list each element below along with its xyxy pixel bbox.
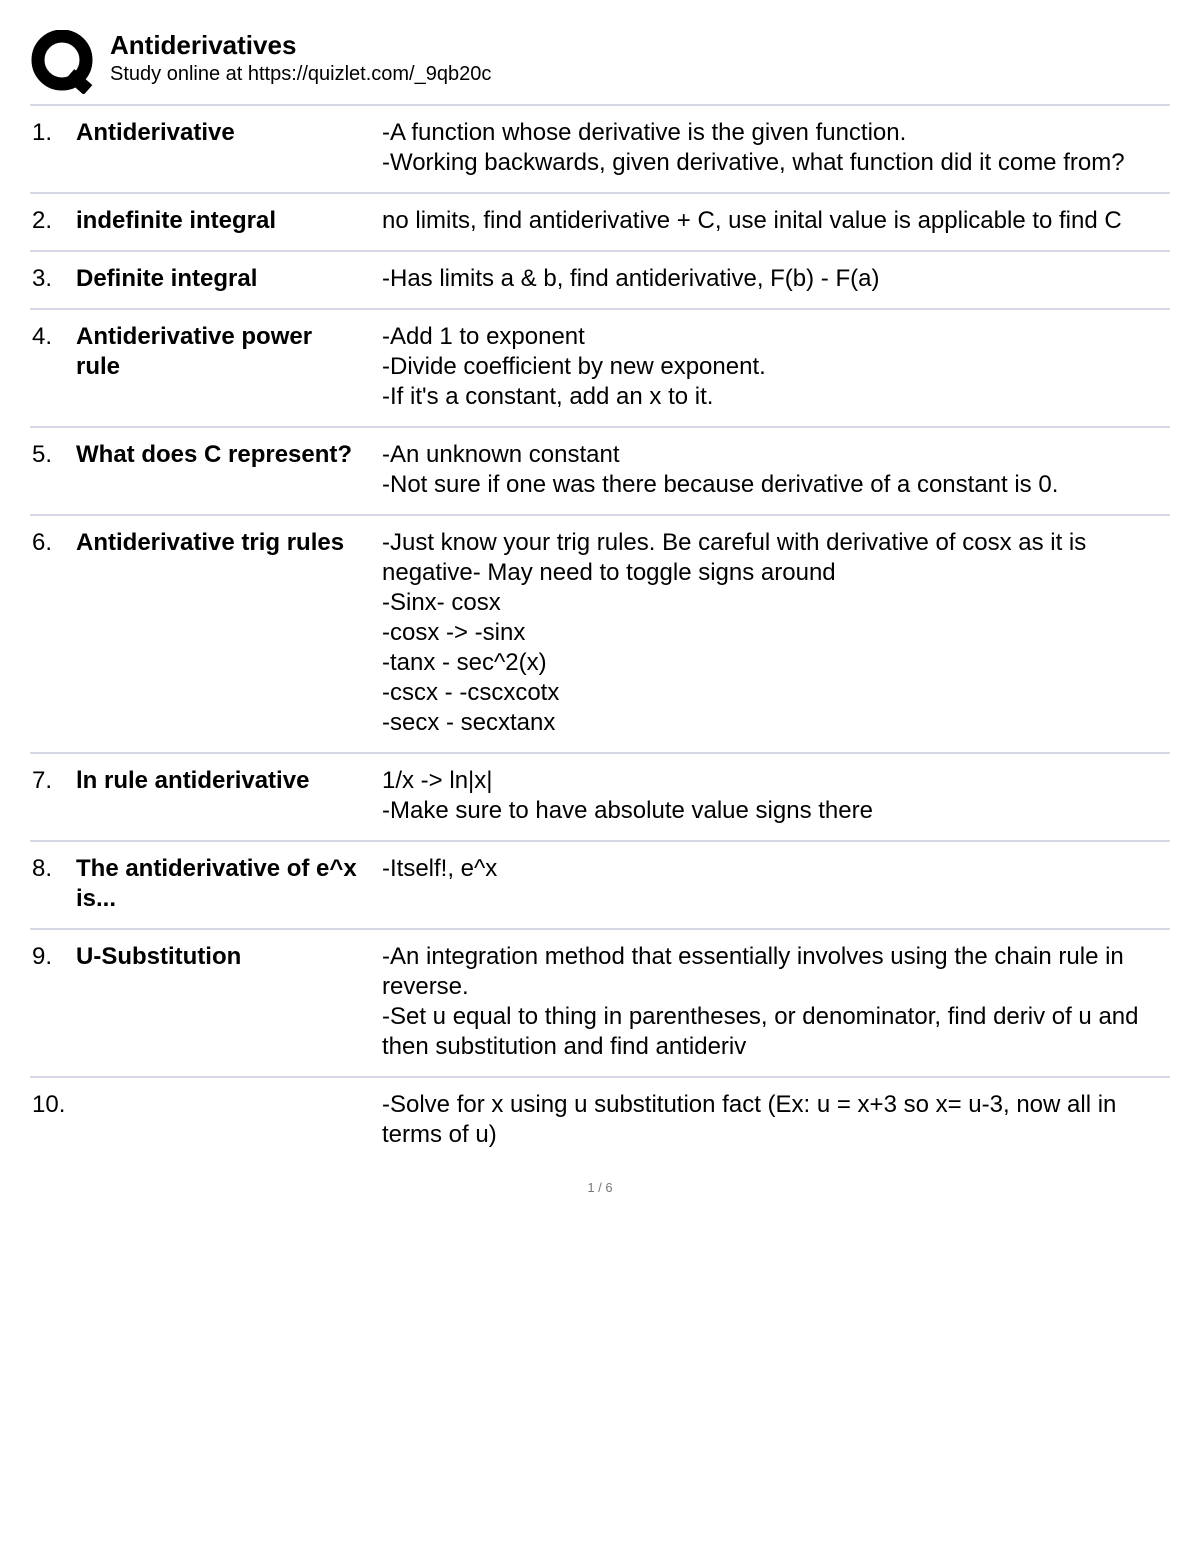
row-term: U-Substitution (76, 942, 382, 1062)
table-row: 2.indefinite integralno limits, find ant… (30, 192, 1170, 250)
table-row: 8.The antiderivative of e^x is...-Itself… (30, 840, 1170, 928)
row-term: Antiderivative trig rules (76, 528, 382, 738)
row-definition: -A function whose derivative is the give… (382, 118, 1170, 178)
row-definition: -Itself!, e^x (382, 854, 1170, 914)
header: Antiderivatives Study online at https://… (30, 30, 1170, 94)
row-term: What does C repre­sent? (76, 440, 382, 500)
row-number: 7. (30, 766, 76, 826)
row-term: Antiderivative (76, 118, 382, 178)
row-number: 10. (30, 1090, 76, 1150)
table-row: 1.Antiderivative-A function whose deriva… (30, 104, 1170, 192)
table-row: 9.U-Substitution-An integration method t… (30, 928, 1170, 1076)
row-number: 4. (30, 322, 76, 412)
table-row: 4.Antiderivative power rule-Add 1 to exp… (30, 308, 1170, 426)
row-definition: -Add 1 to exponent -Divide coefficient b… (382, 322, 1170, 412)
row-definition: -Has limits a & b, find antiderivative, … (382, 264, 1170, 294)
table-row: 3.Definite integral-Has limits a & b, fi… (30, 250, 1170, 308)
row-definition: -Solve for x using u substitution fact (… (382, 1090, 1170, 1150)
row-definition: -An unknown constant -Not sure if one wa… (382, 440, 1170, 500)
table-row: 5.What does C repre­sent?-An unknown con… (30, 426, 1170, 514)
table-row: 10. -Solve for x using u substitution fac… (30, 1076, 1170, 1164)
row-definition: -Just know your trig rules. Be careful w… (382, 528, 1170, 738)
row-term (76, 1090, 382, 1150)
row-term: Definite integral (76, 264, 382, 294)
row-number: 8. (30, 854, 76, 914)
row-term: indefinite integral (76, 206, 382, 236)
row-term: The antiderivative of e^x is... (76, 854, 382, 914)
header-text: Antiderivatives Study online at https://… (110, 30, 491, 86)
table-row: 7.ln rule antiderivative1/x -> ln|x| -Ma… (30, 752, 1170, 840)
row-term: Antiderivative power rule (76, 322, 382, 412)
page-number: 1 / 6 (30, 1180, 1170, 1195)
quizlet-logo-icon (30, 30, 94, 94)
page-subtitle: Study online at https://quizlet.com/_9qb… (110, 63, 491, 86)
row-number: 9. (30, 942, 76, 1062)
row-definition: -An integration method that essentially … (382, 942, 1170, 1062)
row-number: 1. (30, 118, 76, 178)
row-definition: 1/x -> ln|x| -Make sure to have absolute… (382, 766, 1170, 826)
study-terms-list: 1.Antiderivative-A function whose deriva… (30, 104, 1170, 1164)
row-term: ln rule antiderivative (76, 766, 382, 826)
table-row: 6.Antiderivative trig rules-Just know yo… (30, 514, 1170, 752)
row-number: 2. (30, 206, 76, 236)
row-definition: no limits, find antiderivative + C, use … (382, 206, 1170, 236)
page-title: Antiderivatives (110, 30, 491, 61)
row-number: 3. (30, 264, 76, 294)
row-number: 6. (30, 528, 76, 738)
row-number: 5. (30, 440, 76, 500)
